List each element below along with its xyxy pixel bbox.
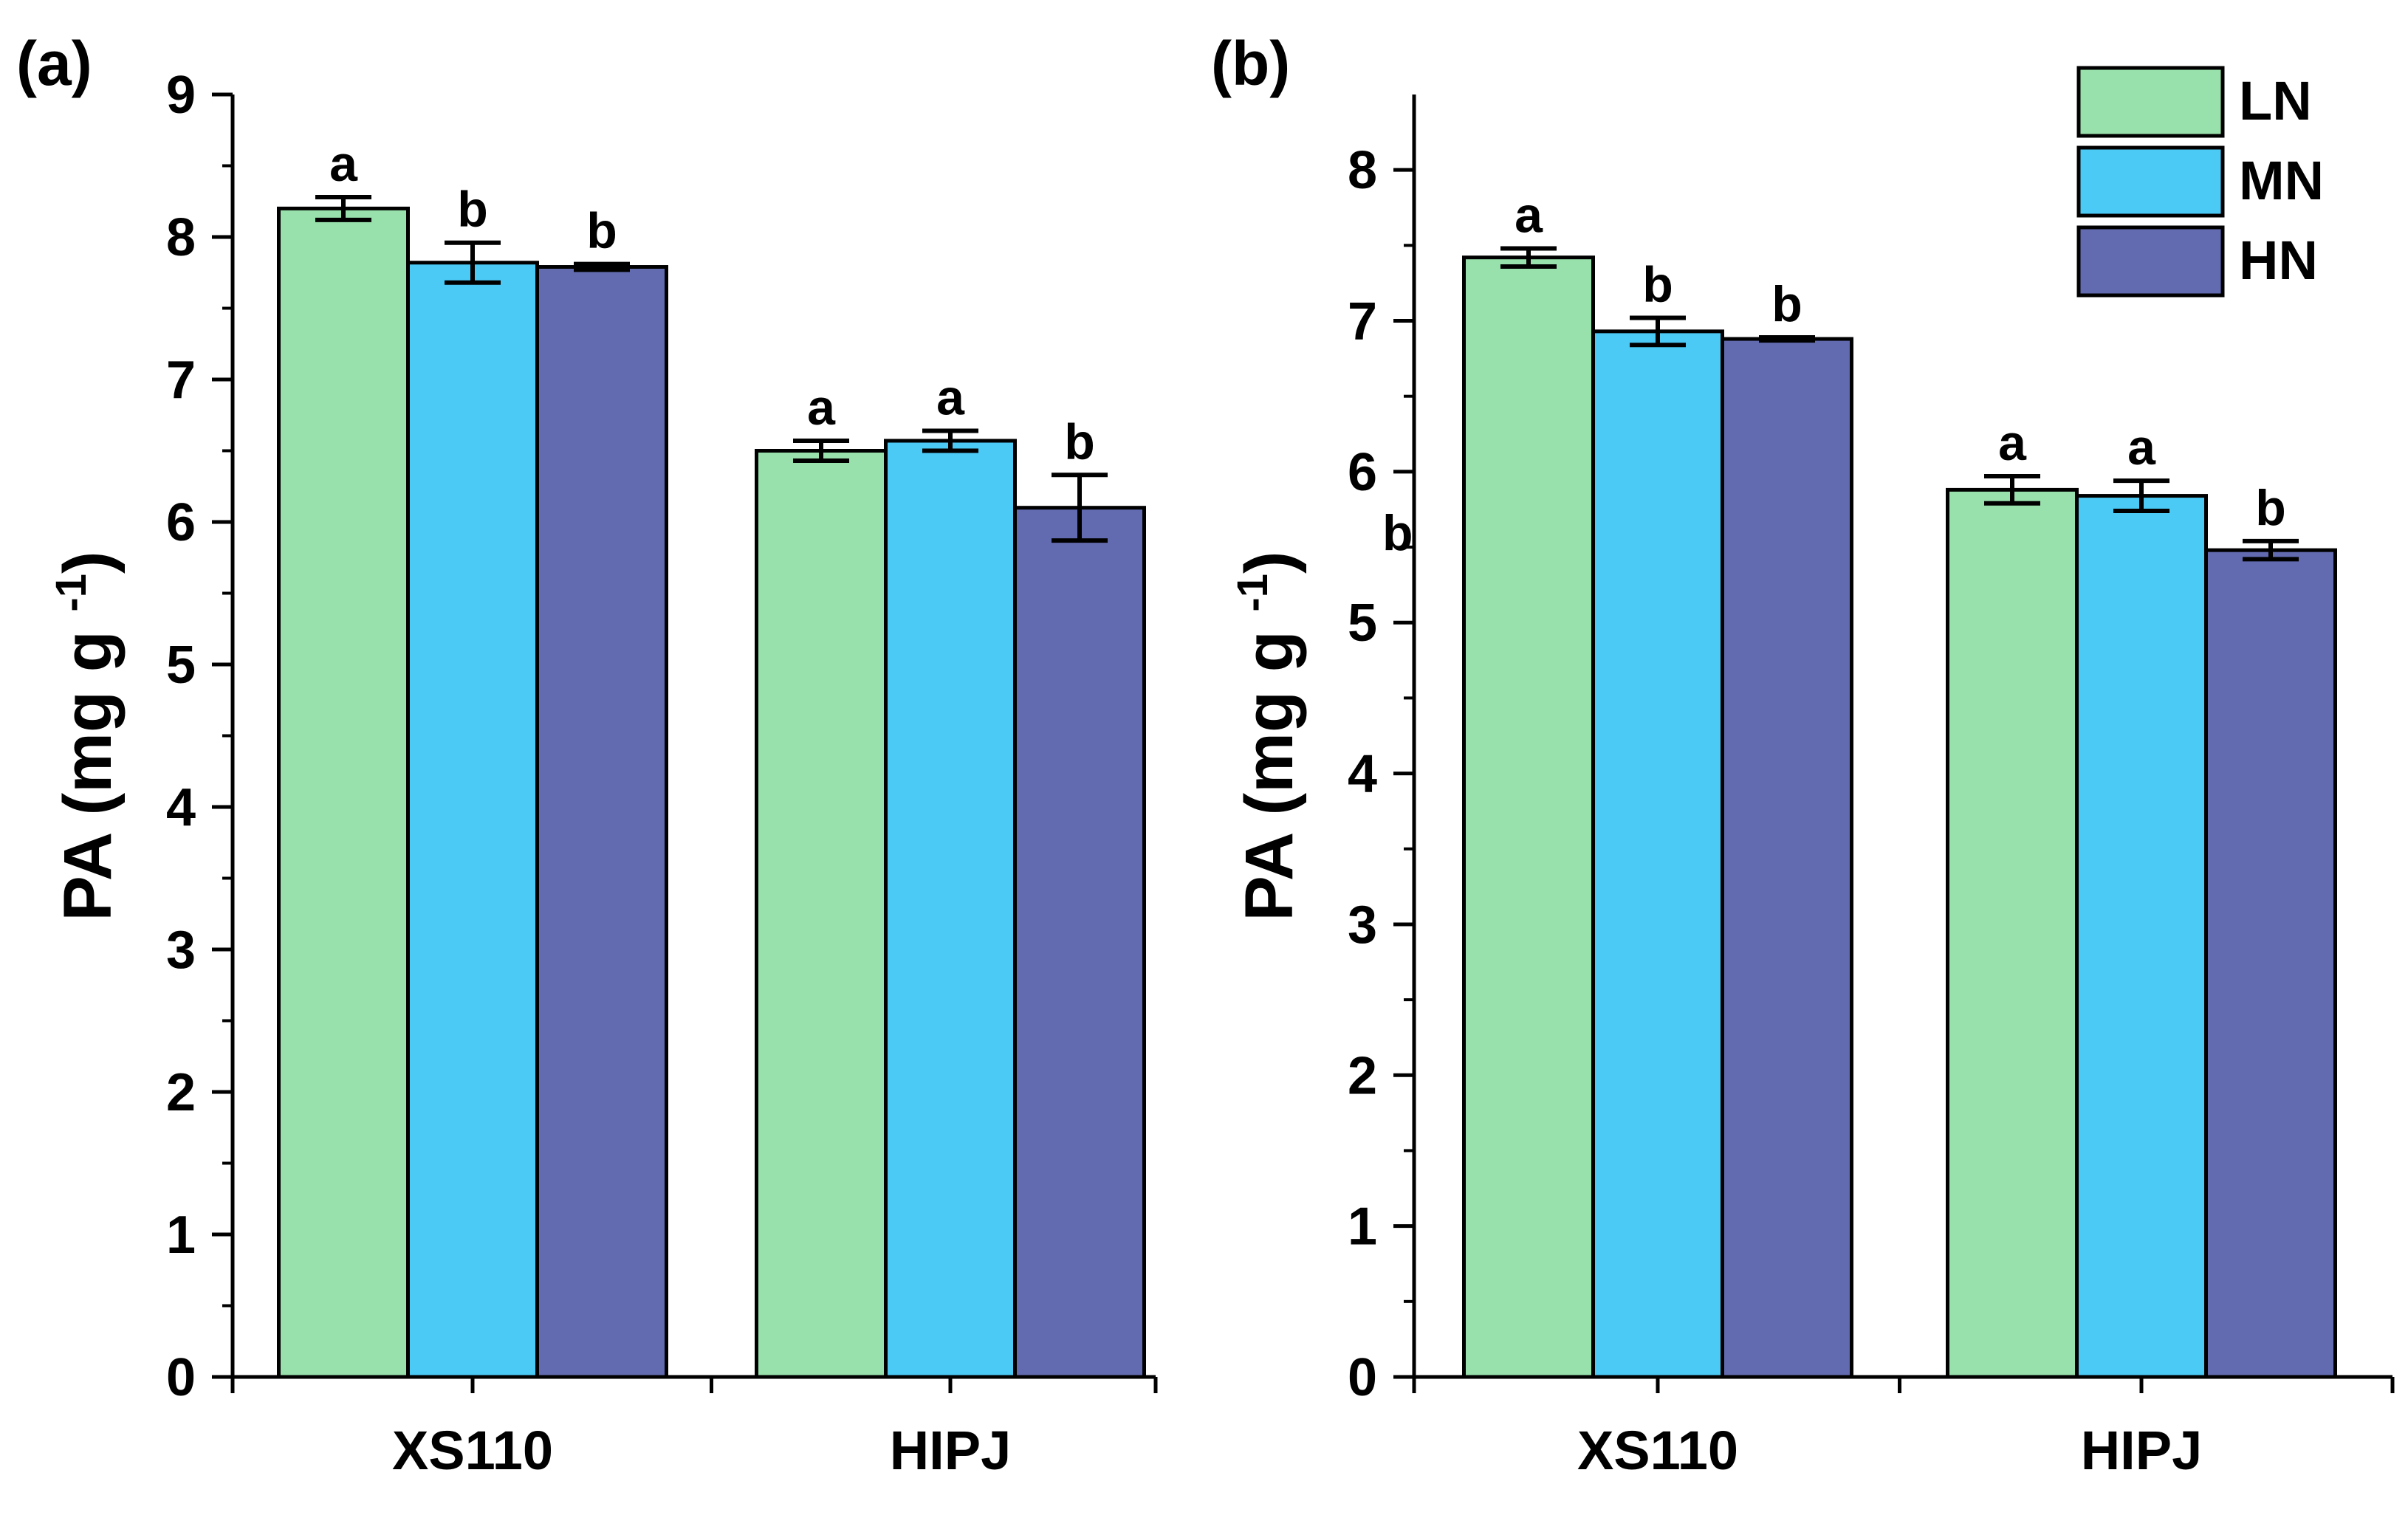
legend-label-LN: LN: [2239, 70, 2312, 131]
x-category-label-xs110: XS110: [392, 1420, 553, 1481]
y-tick-label: 7: [166, 351, 196, 410]
panel-label: (a): [16, 29, 92, 98]
legend-label-MN: MN: [2239, 150, 2324, 211]
bar-LN-HIPJ: [1946, 487, 2079, 1379]
y-tick-label: 6: [166, 493, 196, 552]
significance-letter: b: [2255, 480, 2286, 536]
y-tick-label: 2: [1348, 1046, 1377, 1105]
y-tick-label: 0: [1348, 1348, 1377, 1407]
bar-LN-XS110: [277, 206, 410, 1379]
y-tick-label: 6: [1348, 443, 1377, 502]
y-tick-label: 4: [166, 778, 196, 837]
y-tick-label: 9: [166, 66, 196, 125]
y-tick-label: 8: [1348, 141, 1377, 200]
legend-label-HN: HN: [2239, 230, 2318, 291]
significance-letter: a: [329, 136, 358, 192]
significance-letter: a: [1998, 415, 2027, 471]
legend-swatch-MN: [2076, 145, 2225, 218]
y-tick-label: 1: [166, 1206, 196, 1265]
bar-LN-HIPJ: [755, 449, 888, 1379]
legend-swatch-HN: [2076, 225, 2225, 298]
stray-significance-letter: b: [1382, 505, 1413, 561]
bar-HN-XS110: [535, 265, 668, 1379]
y-tick-label: 5: [166, 636, 196, 695]
y-tick-label: 2: [166, 1063, 196, 1122]
significance-letter: a: [1515, 187, 1543, 243]
bar-MN-XS110: [406, 261, 539, 1379]
y-tick-label: 4: [1348, 745, 1377, 804]
bar-HN-HIPJ: [2204, 548, 2337, 1379]
bar-MN-HIPJ: [2075, 494, 2208, 1379]
significance-letter: a: [807, 379, 836, 436]
y-tick-label: 3: [1348, 896, 1377, 955]
x-category-label-xs110: XS110: [1577, 1420, 1738, 1481]
panel-label: (b): [1211, 29, 1290, 98]
bar-MN-XS110: [1591, 329, 1724, 1379]
legend-swatch-LN: [2076, 66, 2225, 138]
significance-letter: b: [457, 182, 488, 238]
significance-letter: a: [2127, 419, 2156, 475]
bar-HN-HIPJ: [1013, 506, 1146, 1379]
significance-letter: b: [1064, 413, 1095, 470]
significance-letter: b: [1642, 256, 1673, 312]
x-category-label-hipj: HIPJ: [890, 1420, 1012, 1481]
bar-HN-XS110: [1721, 337, 1853, 1379]
y-tick-label: 7: [1348, 292, 1377, 351]
significance-letter: b: [586, 203, 617, 259]
y-tick-label: 0: [166, 1348, 196, 1407]
y-axis-label: PA (mg g -1): [47, 551, 126, 921]
chart-panel-b: (b) a a b a b b 0 1 2 3 4 5 6 7 8 XS110 HIPJ PA (mg g -1) b: [1211, 29, 2395, 1481]
chart-panel-a: (a) a a b a b b 0 1 2 3 4 5 6 7 8 9 XS110 HIPJ PA (mg g -1): [16, 29, 1158, 1481]
y-tick-label: 5: [1348, 594, 1377, 653]
y-tick-label: 3: [166, 921, 196, 980]
bar-MN-HIPJ: [884, 439, 1017, 1379]
y-tick-label: 8: [166, 208, 196, 267]
legend: LN MN HN: [2076, 66, 2324, 298]
x-category-label-hipj: HIPJ: [2081, 1420, 2203, 1481]
y-tick-label: 1: [1348, 1198, 1377, 1257]
y-axis-label: PA (mg g -1): [1229, 551, 1307, 921]
bar-LN-XS110: [1462, 255, 1595, 1379]
significance-letter: a: [936, 369, 965, 425]
significance-letter: b: [1771, 276, 1802, 332]
